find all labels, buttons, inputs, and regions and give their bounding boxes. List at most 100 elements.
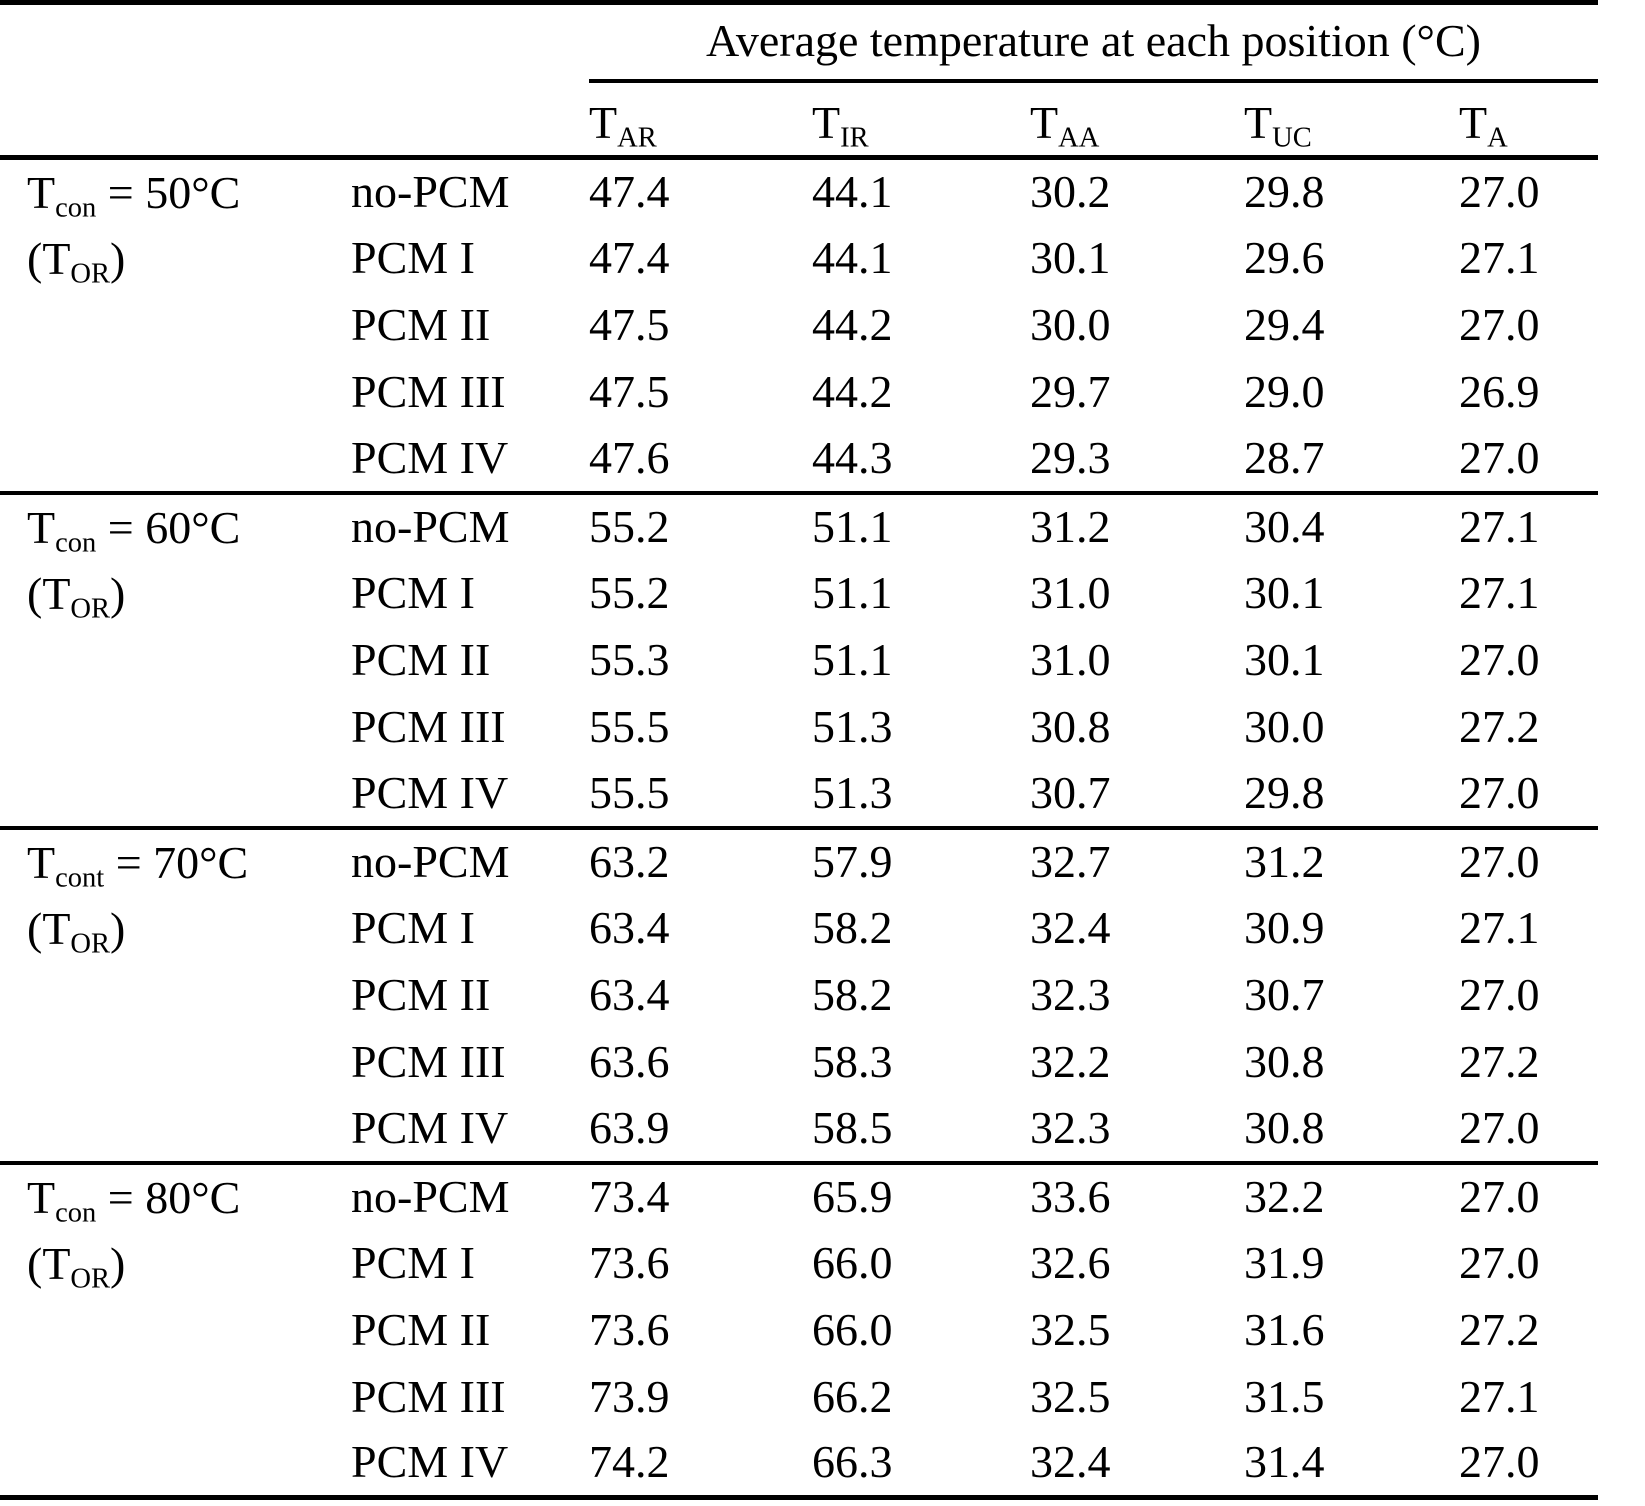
group-condition-label-80c: Tcon = 80°C (TOR)	[0, 1160, 351, 1498]
temp-value-cell: 32.5	[1030, 1370, 1111, 1422]
condition-paren-subscript: OR	[70, 593, 111, 625]
group-condition-line1: Tcon = 50°C	[27, 160, 351, 226]
condition-paren-close: )	[110, 233, 126, 284]
temp-value-cell: 30.0	[1030, 298, 1111, 350]
temp-value-cell: 58.5	[812, 1101, 893, 1153]
column-header-tar: TAR	[589, 80, 812, 160]
data-row: PCM IV 63.9 58.5 32.3 30.8 27.0	[0, 1096, 1598, 1163]
condition-paren-close: )	[110, 902, 126, 954]
temp-value-cell: 29.8	[1244, 766, 1325, 818]
temp-value-cell: 29.0	[1244, 365, 1325, 417]
temp-value-cell: 58.2	[812, 968, 893, 1020]
temp-value-cell: 32.3	[1030, 1101, 1111, 1153]
column-header-tuc: TUC	[1244, 80, 1459, 160]
row-label: PCM II	[351, 298, 491, 350]
temp-value-cell: 27.2	[1459, 700, 1540, 752]
condition-subscript: cont	[55, 862, 105, 894]
temp-value-cell: 31.2	[1030, 490, 1244, 560]
temp-value-cell: 30.1	[1030, 231, 1111, 283]
row-label: PCM III	[351, 365, 506, 417]
condition-paren-base: (T	[27, 233, 71, 284]
temp-value-cell: 27.1	[1459, 901, 1540, 953]
condition-paren-close: )	[110, 1237, 126, 1289]
temp-value-cell: 44.1	[812, 165, 893, 217]
temp-value-cell: 51.3	[812, 766, 893, 818]
temp-value-cell: 58.2	[812, 901, 893, 953]
row-label: PCM IV	[351, 766, 509, 818]
data-row: PCM III 73.9 66.2 32.5 31.5 27.1	[0, 1364, 1598, 1431]
group-condition-line1: Tcont = 70°C	[27, 830, 351, 896]
column-header-ta: TA	[1459, 80, 1599, 160]
data-row: PCM IV 47.6 44.3 29.3 28.7 27.0	[0, 426, 1598, 493]
temp-value-cell: 31.2	[1244, 825, 1459, 895]
temp-value-cell: 66.2	[812, 1370, 893, 1422]
temp-value-cell: 29.4	[1244, 298, 1325, 350]
data-row: PCM I 73.6 66.0 32.6 31.9 27.0	[0, 1230, 1598, 1297]
temp-value-cell: 30.7	[1030, 766, 1111, 818]
condition-subscript: con	[55, 1197, 97, 1229]
temp-value-cell: 73.6	[589, 1236, 670, 1288]
temp-value-cell: 47.5	[589, 298, 670, 350]
temp-value-cell: 44.2	[812, 298, 893, 350]
temp-value-cell: 74.2	[589, 1436, 670, 1488]
data-row: Tcont = 70°C (TOR) no-PCM 63.2 57.9 32.7…	[0, 825, 1599, 1163]
condition-paren-subscript: OR	[70, 928, 111, 960]
condition-base: T	[27, 1171, 56, 1223]
condition-rest: = 50°C	[96, 167, 241, 218]
group-condition-label-60c: Tcon = 60°C (TOR)	[0, 490, 351, 828]
data-row: PCM III 63.6 58.3 32.2 30.8 27.2	[0, 1029, 1598, 1096]
temp-value-cell: 55.2	[589, 490, 812, 560]
condition-rest: = 60°C	[96, 501, 241, 553]
temp-value-cell: 26.9	[1459, 365, 1540, 417]
temp-value-cell: 55.2	[589, 566, 670, 618]
temp-value-cell: 31.4	[1244, 1436, 1325, 1488]
condition-base: T	[27, 167, 56, 218]
temp-value-cell: 27.1	[1459, 1370, 1540, 1422]
temp-value-cell: 32.4	[1030, 901, 1111, 953]
temp-value-cell: 30.8	[1244, 1101, 1325, 1153]
row-label: PCM III	[351, 700, 506, 752]
condition-rest: = 80°C	[96, 1171, 241, 1223]
temp-value-cell: 63.6	[589, 1035, 670, 1087]
row-label: PCM I	[351, 566, 475, 618]
temp-value-cell: 44.2	[812, 365, 893, 417]
temp-value-cell: 27.0	[1459, 1236, 1540, 1288]
temp-value-cell: 27.0	[1459, 431, 1540, 483]
data-row: PCM II 47.5 44.2 30.0 29.4 27.0	[0, 292, 1598, 359]
group-condition-line1: Tcon = 60°C	[27, 495, 351, 561]
group-condition-label-50c: Tcon = 50°C (TOR)	[0, 158, 351, 493]
temp-value-cell: 51.1	[812, 490, 1030, 560]
average-temperature-table: Average temperature at each position (°C…	[0, 0, 1599, 1500]
temp-value-cell: 29.6	[1244, 231, 1325, 283]
column-header-subscript: UC	[1272, 122, 1312, 154]
condition-base: T	[27, 501, 56, 553]
row-label: no-PCM	[351, 1160, 589, 1230]
condition-paren-subscript: OR	[70, 258, 111, 290]
corner-spacer-cell	[0, 80, 589, 160]
temp-value-cell: 32.2	[1030, 1035, 1111, 1087]
temp-value-cell: 29.3	[1030, 431, 1111, 483]
data-row: Tcon = 80°C (TOR) no-PCM 73.4 65.9 33.6 …	[0, 1160, 1599, 1498]
temp-value-cell: 27.1	[1459, 490, 1599, 560]
temp-value-cell: 63.9	[589, 1101, 670, 1153]
row-label: PCM III	[351, 1370, 506, 1422]
temp-value-cell: 27.0	[1459, 825, 1599, 895]
row-label: PCM I	[351, 231, 475, 283]
condition-paren-base: (T	[27, 1237, 71, 1289]
data-row: PCM I 63.4 58.2 32.4 30.9 27.1	[0, 895, 1598, 962]
group-condition-line1: Tcon = 80°C	[27, 1165, 351, 1231]
condition-paren-base: (T	[27, 902, 71, 954]
temp-value-cell: 57.9	[812, 825, 1030, 895]
temp-value-cell: 30.8	[1244, 1035, 1325, 1087]
temp-value-cell: 63.4	[589, 968, 670, 1020]
row-label: PCM I	[351, 901, 475, 953]
temp-value-cell: 30.2	[1030, 165, 1111, 217]
temp-value-cell: 27.0	[1459, 298, 1540, 350]
temp-value-cell: 30.1	[1244, 566, 1325, 618]
data-row: PCM III 55.5 51.3 30.8 30.0 27.2	[0, 694, 1598, 761]
corner-spacer-cell	[0, 3, 589, 81]
temp-value-cell: 55.5	[589, 700, 670, 752]
row-label: PCM III	[351, 1035, 506, 1087]
temp-value-cell: 47.4	[589, 231, 670, 283]
